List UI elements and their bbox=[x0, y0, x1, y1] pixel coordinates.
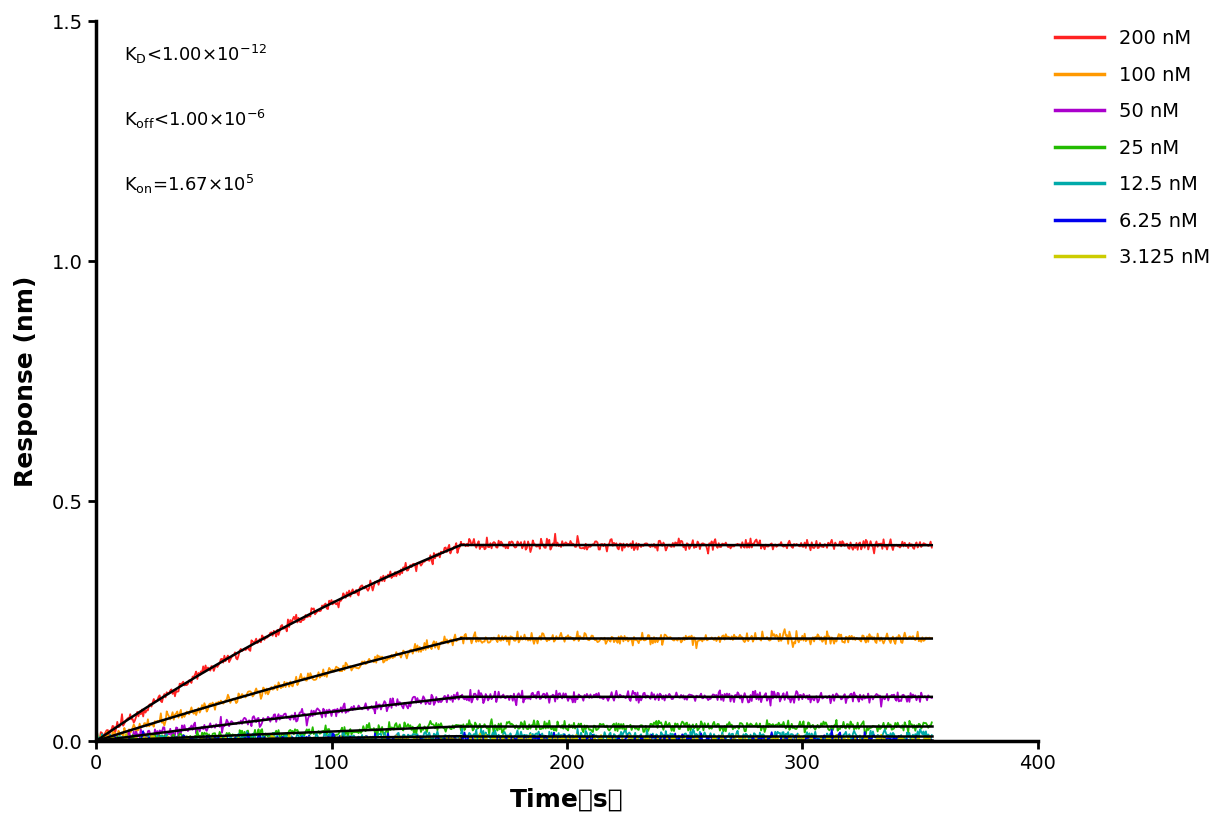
Text: K$_\mathrm{D}$<1.00×10$^{-12}$: K$_\mathrm{D}$<1.00×10$^{-12}$ bbox=[124, 43, 267, 66]
Legend: 200 nM, 100 nM, 50 nM, 25 nM, 12.5 nM, 6.25 nM, 3.125 nM: 200 nM, 100 nM, 50 nM, 25 nM, 12.5 nM, 6… bbox=[1047, 21, 1218, 275]
Y-axis label: Response (nm): Response (nm) bbox=[14, 276, 38, 487]
Text: K$_\mathrm{off}$<1.00×10$^{-6}$: K$_\mathrm{off}$<1.00×10$^{-6}$ bbox=[124, 108, 266, 131]
X-axis label: Time（s）: Time（s） bbox=[510, 787, 623, 811]
Text: K$_\mathrm{on}$=1.67×10$^{5}$: K$_\mathrm{on}$=1.67×10$^{5}$ bbox=[124, 172, 255, 196]
